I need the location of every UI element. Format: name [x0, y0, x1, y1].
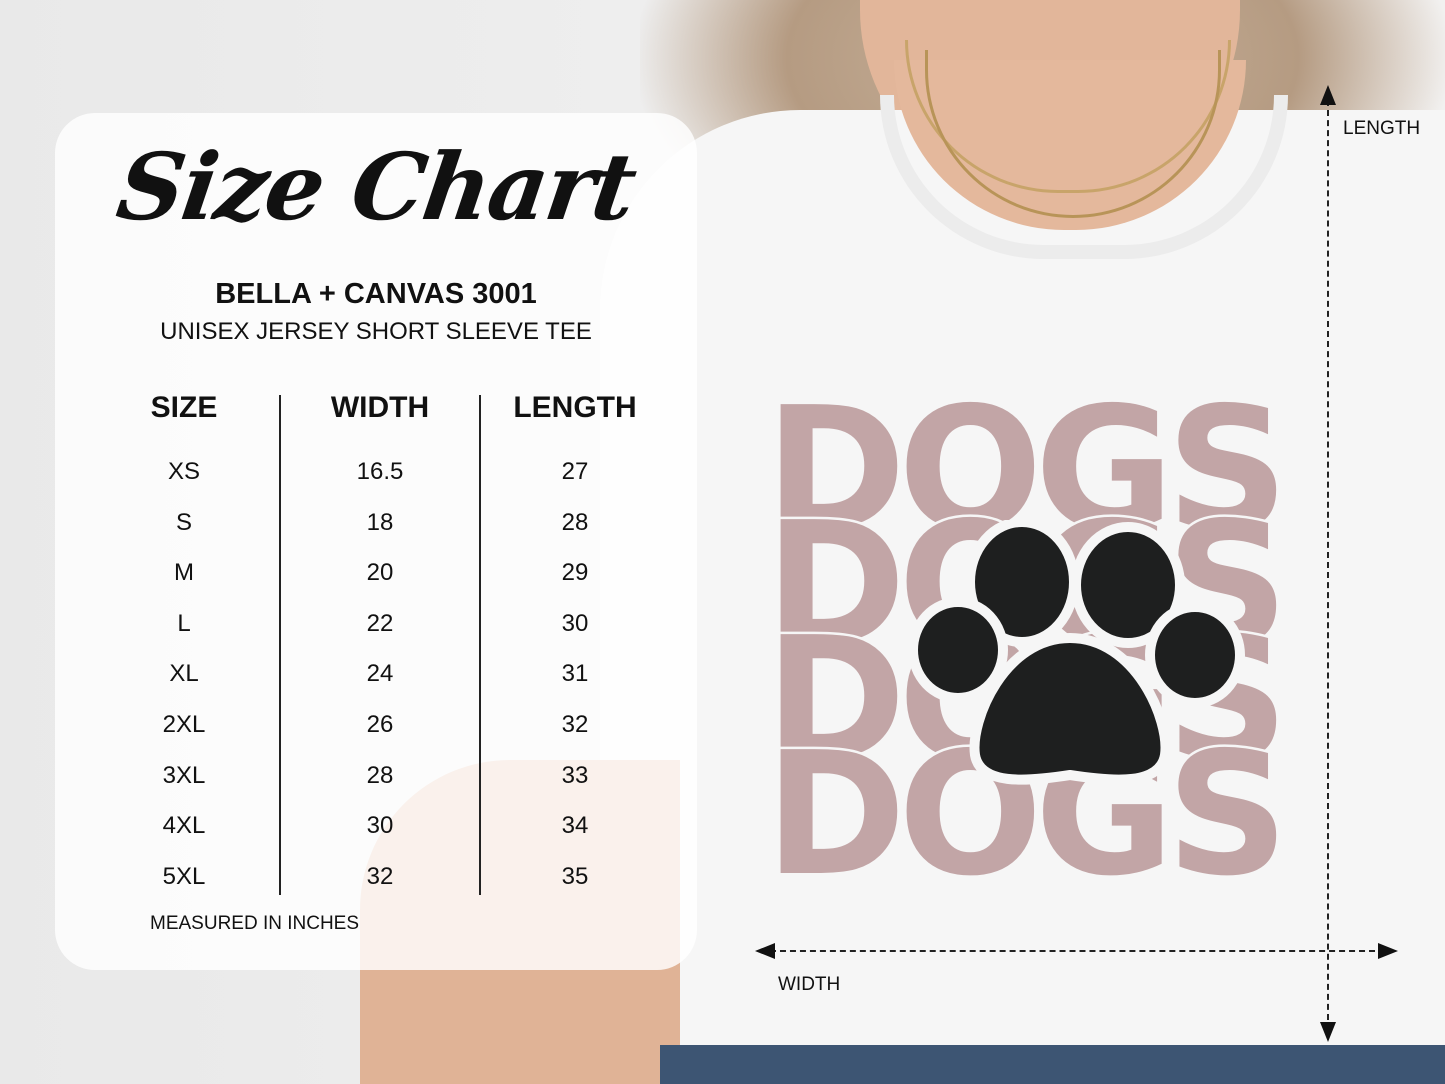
size-chart-title: Size Chart [110, 133, 642, 241]
arrow-right-icon [1378, 943, 1398, 959]
cell-width: 30 [366, 812, 394, 840]
paw-print-icon [908, 520, 1245, 785]
column-divider [279, 395, 281, 895]
cell-length: 33 [561, 761, 589, 789]
cell-width: 22 [366, 609, 394, 637]
cell-size: XS [167, 458, 201, 485]
header-size: SIZE [150, 391, 218, 424]
cell-width: 20 [366, 559, 394, 587]
cell-length: 27 [561, 458, 589, 485]
cell-length: 31 [561, 660, 589, 688]
width-dashed-line [770, 950, 1385, 952]
cell-width: 32 [366, 862, 394, 890]
cell-length: 34 [561, 812, 589, 840]
cell-size: 3XL [162, 761, 206, 789]
cell-size: XL [169, 660, 199, 688]
cell-length: 35 [561, 862, 589, 890]
cell-width: 28 [366, 761, 394, 789]
cell-width: 24 [366, 660, 394, 688]
cell-length: 30 [561, 609, 589, 637]
cell-size: 2XL [162, 711, 206, 738]
length-label: LENGTH [1343, 118, 1421, 139]
cell-length: 32 [561, 711, 589, 738]
cell-size: 5XL [162, 862, 206, 890]
column-divider [479, 395, 481, 895]
cell-width: 16.5 [356, 458, 404, 485]
width-label: WIDTH [778, 974, 841, 995]
size-chart-card: Size Chart BELLA + CANVAS 3001 UNISEX JE… [55, 113, 697, 970]
arrow-down-icon [1320, 1022, 1336, 1042]
brand-model: BELLA + CANVAS 3001 [215, 278, 537, 310]
cell-size: M [174, 559, 194, 587]
product-description: UNISEX JERSEY SHORT SLEEVE TEE [160, 318, 592, 345]
header-width: WIDTH [330, 391, 430, 424]
arrow-up-icon [1320, 85, 1336, 105]
cell-length: 28 [561, 508, 589, 536]
cell-size: L [177, 609, 191, 637]
measurement-note: MEASURED IN INCHES [150, 913, 360, 934]
cell-size: S [175, 508, 193, 536]
cell-length: 29 [561, 559, 589, 587]
length-dashed-line [1327, 100, 1329, 1030]
cell-width: 26 [366, 711, 394, 738]
jeans [660, 1045, 1445, 1084]
cell-size: 4XL [162, 812, 206, 840]
header-length: LENGTH [513, 391, 637, 424]
arrow-left-icon [755, 943, 775, 959]
cell-width: 18 [366, 508, 394, 536]
